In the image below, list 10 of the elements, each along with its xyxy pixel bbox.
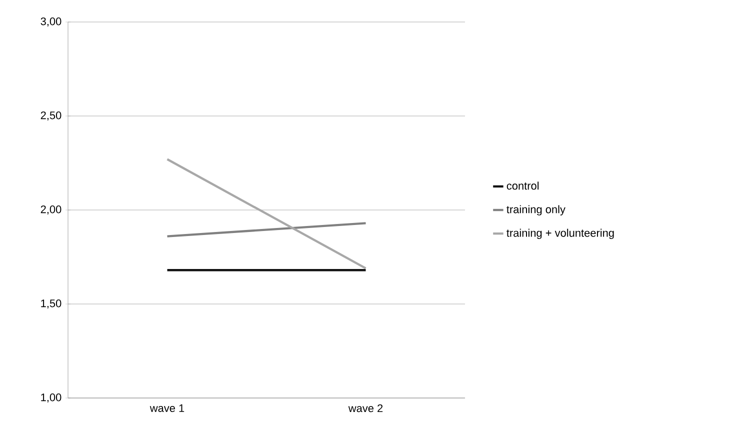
y-tick-label: 2,50 bbox=[40, 111, 62, 121]
legend-label: control bbox=[506, 182, 539, 190]
x-tick-label: wave 1 bbox=[150, 404, 184, 412]
legend-label: training only bbox=[506, 205, 566, 216]
y-tick-label: 3,00 bbox=[40, 17, 62, 27]
y-tick-label: 1,50 bbox=[41, 299, 62, 309]
legend-label: training + volunteering bbox=[506, 228, 614, 239]
x-tick-label: wave 2 bbox=[348, 404, 383, 412]
y-tick-label: 2,00 bbox=[40, 205, 62, 215]
y-tick-label: 1,00 bbox=[41, 393, 62, 403]
